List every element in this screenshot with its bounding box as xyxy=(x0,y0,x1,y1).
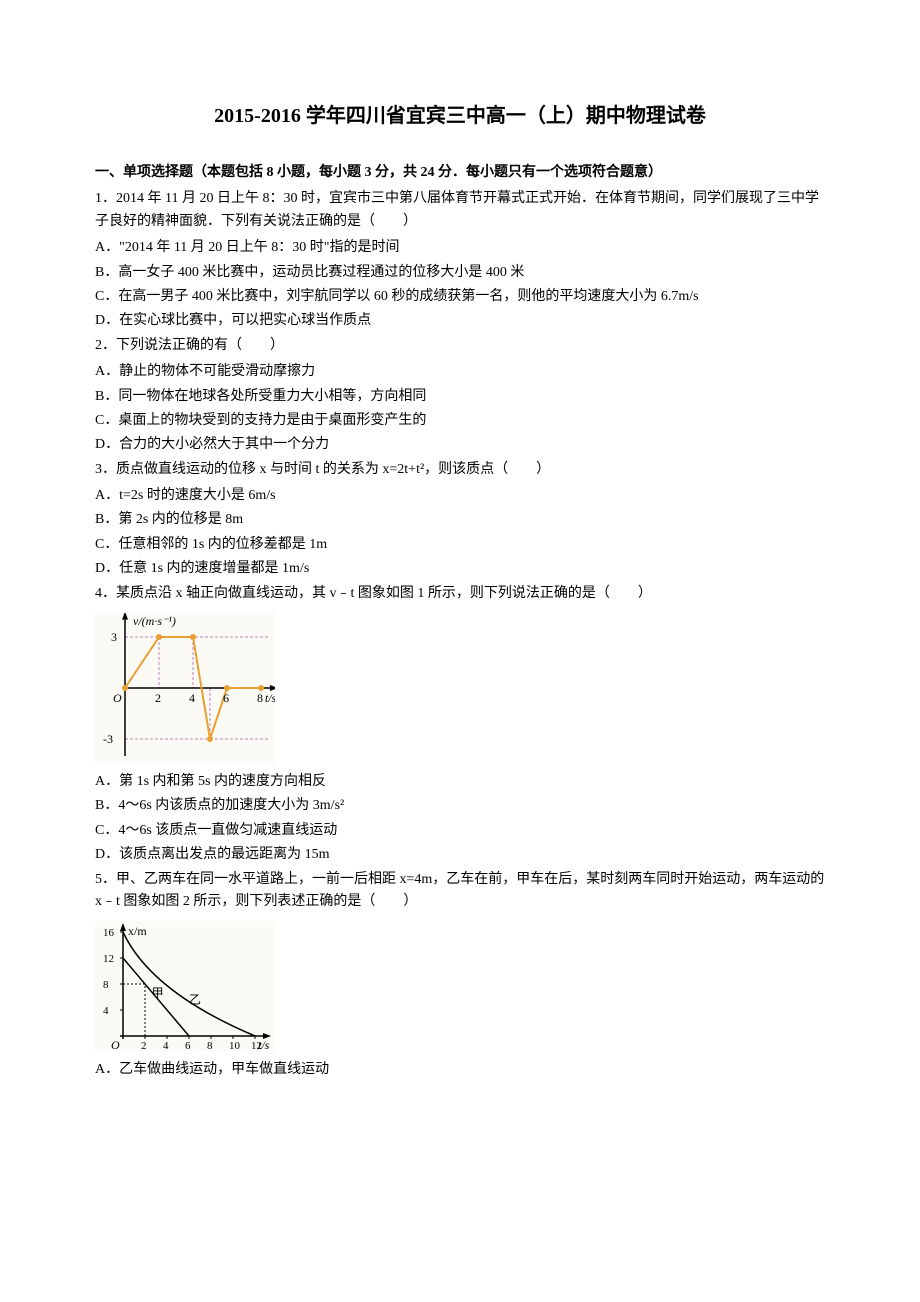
question-4: 4．某质点沿 x 轴正向做直线运动，其 v﹣t 图象如图 1 所示，则下列说法正… xyxy=(95,583,825,605)
svg-text:8: 8 xyxy=(103,979,109,991)
q2-option-c: C．桌面上的物块受到的支持力是由于桌面形变产生的 xyxy=(95,410,825,432)
question-5: 5．甲、乙两车在同一水平道路上，一前一后相距 x=4m，乙车在前，甲车在后，某时… xyxy=(95,869,825,914)
svg-text:O: O xyxy=(113,691,122,705)
svg-text:v/(m·s⁻¹): v/(m·s⁻¹) xyxy=(133,614,176,628)
q2-option-d: D．合力的大小必然大于其中一个分力 xyxy=(95,434,825,456)
svg-text:t/s: t/s xyxy=(265,691,275,705)
question-1: 1．2014 年 11 月 20 日上午 8：30 时，宜宾市三中第八届体育节开… xyxy=(95,188,825,233)
q4-option-d: D．该质点离出发点的最远距离为 15m xyxy=(95,844,825,866)
svg-text:4: 4 xyxy=(189,691,195,705)
svg-text:2: 2 xyxy=(141,1040,147,1051)
svg-text:4: 4 xyxy=(103,1005,109,1017)
chart-1-vt-graph: v/(m·s⁻¹) t/s O 3 -3 2 4 6 8 xyxy=(95,613,825,763)
svg-text:3: 3 xyxy=(111,630,117,644)
q2-option-b: B．同一物体在地球各处所受重力大小相等，方向相同 xyxy=(95,386,825,408)
svg-text:O: O xyxy=(111,1038,120,1051)
svg-text:12: 12 xyxy=(103,953,114,965)
q3-option-c: C．任意相邻的 1s 内的位移差都是 1m xyxy=(95,534,825,556)
svg-text:16: 16 xyxy=(103,927,115,939)
q4-option-a: A．第 1s 内和第 5s 内的速度方向相反 xyxy=(95,771,825,793)
q1-option-c: C．在高一男子 400 米比赛中，刘宇航同学以 60 秒的成绩获第一名，则他的平… xyxy=(95,286,825,308)
q2-option-a: A．静止的物体不可能受滑动摩擦力 xyxy=(95,361,825,383)
q1-option-d: D．在实心球比赛中，可以把实心球当作质点 xyxy=(95,310,825,332)
q1-option-a: A．"2014 年 11 月 20 日上午 8：30 时"指的是时间 xyxy=(95,237,825,259)
svg-text:甲: 甲 xyxy=(152,986,164,1000)
q3-option-d: D．任意 1s 内的速度增量都是 1m/s xyxy=(95,558,825,580)
q3-option-b: B．第 2s 内的位移是 8m xyxy=(95,509,825,531)
svg-text:8: 8 xyxy=(257,691,263,705)
svg-text:8: 8 xyxy=(207,1040,213,1051)
q1-option-b: B．高一女子 400 米比赛中，运动员比赛过程通过的位移大小是 400 米 xyxy=(95,262,825,284)
page-title: 2015-2016 学年四川省宜宾三中高一（上）期中物理试卷 xyxy=(95,100,825,132)
q3-option-a: A．t=2s 时的速度大小是 6m/s xyxy=(95,485,825,507)
chart-2-xt-graph: 48121624681012x/mt/sO甲乙 xyxy=(95,921,825,1051)
svg-text:-3: -3 xyxy=(103,732,113,746)
svg-text:4: 4 xyxy=(163,1040,169,1051)
q4-option-c: C．4～6s 该质点一直做匀减速直线运动 xyxy=(95,820,825,842)
question-3: 3．质点做直线运动的位移 x 与时间 t 的关系为 x=2t+t²，则该质点（ … xyxy=(95,459,825,481)
svg-text:6: 6 xyxy=(223,691,229,705)
svg-text:乙: 乙 xyxy=(189,993,201,1007)
svg-text:10: 10 xyxy=(229,1040,241,1051)
q5-option-a: A．乙车做曲线运动，甲车做直线运动 xyxy=(95,1059,825,1081)
svg-text:6: 6 xyxy=(185,1040,191,1051)
svg-text:t/s: t/s xyxy=(258,1038,270,1051)
q4-option-b: B．4～6s 内该质点的加速度大小为 3m/s² xyxy=(95,795,825,817)
svg-text:x/m: x/m xyxy=(128,924,147,938)
svg-text:2: 2 xyxy=(155,691,161,705)
question-2: 2．下列说法正确的有（ ） xyxy=(95,335,825,357)
section-1-header: 一、单项选择题（本题包括 8 小题，每小题 3 分，共 24 分．每小题只有一个… xyxy=(95,162,825,184)
